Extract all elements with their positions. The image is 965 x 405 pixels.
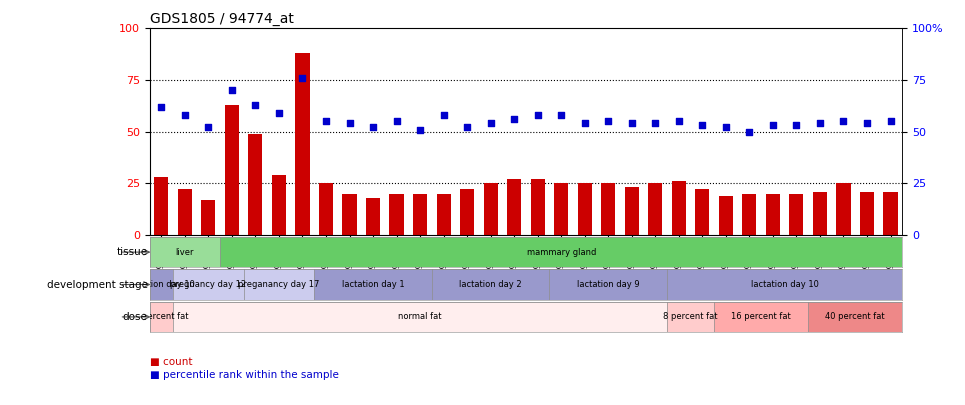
Text: lactation day 10: lactation day 10 [127, 280, 195, 289]
Bar [667, 302, 714, 332]
Point [883, 118, 898, 125]
Point [201, 124, 216, 131]
Bar [390, 194, 403, 235]
Point [554, 112, 569, 118]
Text: lactation day 10: lactation day 10 [751, 280, 818, 289]
Point [412, 126, 427, 133]
Bar [315, 269, 431, 300]
Point [318, 118, 334, 125]
Bar [225, 105, 239, 235]
Bar [578, 183, 592, 235]
Bar [432, 269, 549, 300]
Point [624, 120, 640, 127]
Text: lactation day 2: lactation day 2 [459, 280, 522, 289]
Bar [789, 194, 804, 235]
Bar [413, 194, 427, 235]
Bar [531, 179, 544, 235]
Bar [318, 183, 333, 235]
Bar [460, 190, 474, 235]
Point [248, 102, 263, 108]
Text: ■ count: ■ count [150, 358, 192, 367]
Bar [667, 269, 902, 300]
Point [507, 116, 522, 122]
Bar [860, 192, 874, 235]
Bar [508, 179, 521, 235]
Bar [154, 177, 168, 235]
Bar [549, 269, 667, 300]
Bar [766, 194, 780, 235]
Bar [742, 194, 757, 235]
Point [436, 112, 452, 118]
Bar [150, 269, 173, 300]
Point [153, 104, 169, 110]
Point [342, 120, 357, 127]
Text: 8 percent fat: 8 percent fat [134, 312, 188, 322]
Text: pregnancy day 12: pregnancy day 12 [170, 280, 246, 289]
Bar [714, 302, 808, 332]
Bar [178, 190, 192, 235]
Text: ■ percentile rank within the sample: ■ percentile rank within the sample [150, 370, 339, 379]
Bar [150, 302, 173, 332]
Text: normal fat: normal fat [399, 312, 442, 322]
Point [530, 112, 545, 118]
Bar [719, 196, 733, 235]
Point [813, 120, 828, 127]
Point [271, 110, 287, 116]
Point [765, 122, 781, 129]
Text: dose: dose [123, 312, 148, 322]
Text: 8 percent fat: 8 percent fat [663, 312, 718, 322]
Bar [837, 183, 850, 235]
Point [389, 118, 404, 125]
Point [459, 124, 475, 131]
Bar [243, 269, 315, 300]
Point [178, 112, 193, 118]
Point [836, 118, 851, 125]
Bar [366, 198, 380, 235]
Bar [813, 192, 827, 235]
Bar [696, 190, 709, 235]
Bar [150, 237, 220, 267]
Point [294, 75, 310, 81]
Text: 40 percent fat: 40 percent fat [825, 312, 885, 322]
Text: GDS1805 / 94774_at: GDS1805 / 94774_at [150, 12, 293, 26]
Bar [343, 194, 357, 235]
Point [742, 128, 758, 135]
Point [482, 120, 498, 127]
Bar [173, 302, 667, 332]
Text: lactation day 9: lactation day 9 [577, 280, 640, 289]
Bar [554, 183, 568, 235]
Point [577, 120, 593, 127]
Point [224, 87, 239, 94]
Bar [436, 194, 451, 235]
Bar [173, 269, 243, 300]
Point [859, 120, 874, 127]
Bar [624, 188, 639, 235]
Bar [248, 134, 262, 235]
Text: tissue: tissue [117, 247, 148, 257]
Point [695, 122, 710, 129]
Point [648, 120, 663, 127]
Bar [648, 183, 662, 235]
Bar [884, 192, 897, 235]
Text: lactation day 1: lactation day 1 [342, 280, 404, 289]
Bar [202, 200, 215, 235]
Point [788, 122, 804, 129]
Bar [808, 302, 902, 332]
Bar [672, 181, 686, 235]
Text: mammary gland: mammary gland [527, 247, 596, 257]
Bar [295, 53, 310, 235]
Point [671, 118, 686, 125]
Point [718, 124, 733, 131]
Text: liver: liver [176, 247, 194, 257]
Bar [601, 183, 616, 235]
Point [366, 124, 381, 131]
Text: 16 percent fat: 16 percent fat [731, 312, 791, 322]
Bar [272, 175, 286, 235]
Bar [483, 183, 498, 235]
Point [600, 118, 616, 125]
Text: preganancy day 17: preganancy day 17 [238, 280, 319, 289]
Text: development stage: development stage [46, 279, 148, 290]
